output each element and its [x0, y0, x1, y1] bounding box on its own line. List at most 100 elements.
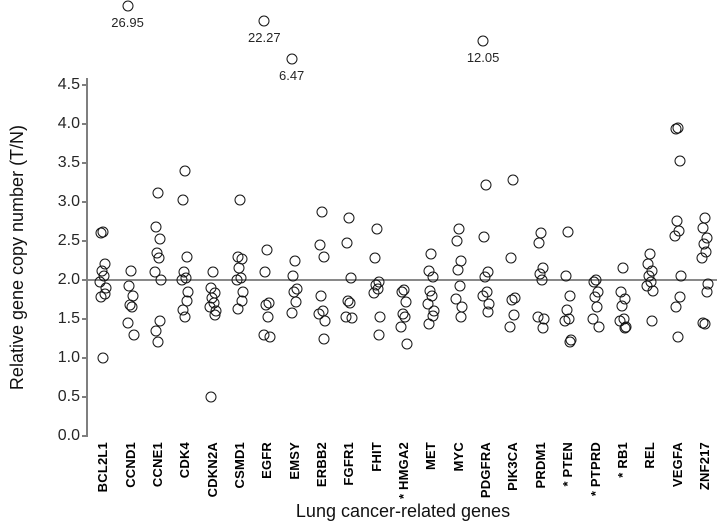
x-tick-label: PRDM1 — [532, 442, 548, 489]
y-tick-label: 1.5 — [57, 310, 80, 327]
data-point-circle — [423, 318, 435, 330]
outlier-point-circle — [286, 53, 298, 65]
data-point-circle — [346, 312, 358, 324]
data-point-circle — [260, 299, 272, 311]
data-point-circle — [504, 321, 516, 333]
data-point-circle — [259, 266, 271, 278]
x-tick-label: FHIT — [368, 442, 384, 472]
data-point-circle — [373, 329, 385, 341]
data-point-circle — [125, 265, 137, 277]
data-point-circle — [454, 280, 466, 292]
data-point-circle — [450, 293, 462, 305]
y-axis-tick — [81, 162, 87, 164]
data-point-circle — [319, 315, 331, 327]
y-axis-tick — [81, 279, 87, 281]
data-point-circle — [150, 221, 162, 233]
data-point-circle — [318, 333, 330, 344]
x-tick-label: FGFR1 — [341, 442, 357, 486]
data-point-circle — [399, 311, 411, 323]
data-point-circle — [508, 309, 520, 321]
y-tick-label: 2.5 — [57, 232, 80, 249]
data-point-circle — [128, 329, 140, 341]
data-point-circle — [287, 270, 299, 282]
data-point-circle — [154, 233, 166, 245]
data-point-circle — [181, 251, 193, 263]
data-point-circle — [97, 352, 109, 364]
data-point-circle — [507, 174, 519, 186]
y-axis-title-wrap: Relative gene copy number (T/N) — [0, 78, 36, 436]
data-point-circle — [150, 325, 162, 337]
x-tick-label: * PTPRD — [587, 442, 603, 497]
data-point-circle — [122, 317, 134, 329]
data-point-circle — [313, 308, 325, 320]
data-point-circle — [480, 179, 492, 191]
data-point-circle — [564, 290, 576, 302]
x-tick-label: CCNE1 — [149, 442, 165, 488]
outlier-point-circle — [258, 15, 270, 27]
data-point-circle — [533, 237, 545, 249]
x-tick-label: * HMGA2 — [396, 442, 412, 500]
data-point-circle — [344, 297, 356, 309]
y-axis-tick — [81, 318, 87, 320]
data-point-circle — [341, 237, 353, 249]
outlier-point-circle — [122, 0, 134, 12]
y-axis-line — [86, 78, 88, 437]
y-tick-label: 1.0 — [57, 349, 80, 366]
data-point-circle — [427, 271, 439, 283]
reference-line — [88, 279, 717, 281]
x-tick-label: EGFR — [259, 442, 275, 479]
data-point-circle — [179, 311, 191, 323]
y-axis-tick — [81, 357, 87, 359]
x-tick-label: REL — [642, 442, 658, 469]
data-point-circle — [560, 270, 572, 282]
x-tick-label: CDK4 — [177, 442, 193, 479]
x-tick-label: CSMD1 — [231, 442, 247, 489]
data-point-circle — [95, 227, 107, 239]
data-point-circle — [564, 336, 576, 348]
y-axis-title: Relative gene copy number (T/N) — [7, 124, 28, 390]
data-point-circle — [154, 315, 166, 327]
outlier-value-label: 12.05 — [466, 50, 500, 65]
y-tick-label: 3.0 — [57, 193, 80, 210]
x-tick-label: MYC — [450, 442, 466, 472]
data-point-circle — [261, 244, 273, 256]
data-point-circle — [395, 321, 407, 333]
data-point-circle — [232, 303, 244, 315]
x-tick-label: BCL2L1 — [95, 442, 111, 493]
data-point-circle — [152, 336, 164, 348]
data-point-circle — [452, 264, 464, 276]
data-point-circle — [559, 315, 571, 327]
data-point-circle — [451, 235, 463, 247]
x-tick-label: CDKN2A — [204, 442, 220, 498]
data-point-circle — [371, 223, 383, 235]
outlier-value-label: 22.27 — [248, 30, 281, 45]
y-tick-label: 3.5 — [57, 154, 80, 171]
x-tick-label: EMSY — [286, 442, 302, 480]
x-tick-label: PIK3CA — [505, 442, 521, 491]
y-tick-label: 4.0 — [57, 115, 80, 132]
data-point-circle — [536, 274, 548, 286]
data-point-circle — [617, 262, 629, 274]
data-point-circle — [234, 194, 246, 206]
y-axis-tick — [81, 435, 87, 437]
outlier-point-circle — [477, 35, 489, 47]
y-tick-label: 4.5 — [57, 76, 80, 93]
data-point-circle — [670, 301, 682, 313]
data-point-circle — [155, 274, 167, 286]
data-point-circle — [646, 315, 658, 327]
y-axis-tick — [81, 396, 87, 398]
data-point-circle — [478, 231, 490, 243]
data-point-circle — [149, 266, 161, 278]
data-point-circle — [482, 306, 494, 318]
data-point-circle — [286, 307, 298, 319]
data-point-circle — [696, 252, 708, 264]
data-point-circle — [209, 309, 221, 321]
data-point-circle — [95, 291, 107, 303]
data-point-circle — [126, 301, 138, 313]
data-point-circle — [315, 290, 327, 302]
data-point-circle — [153, 252, 165, 264]
x-tick-label: ERBB2 — [314, 442, 329, 488]
data-point-circle — [264, 331, 276, 343]
data-point-circle — [400, 296, 412, 308]
